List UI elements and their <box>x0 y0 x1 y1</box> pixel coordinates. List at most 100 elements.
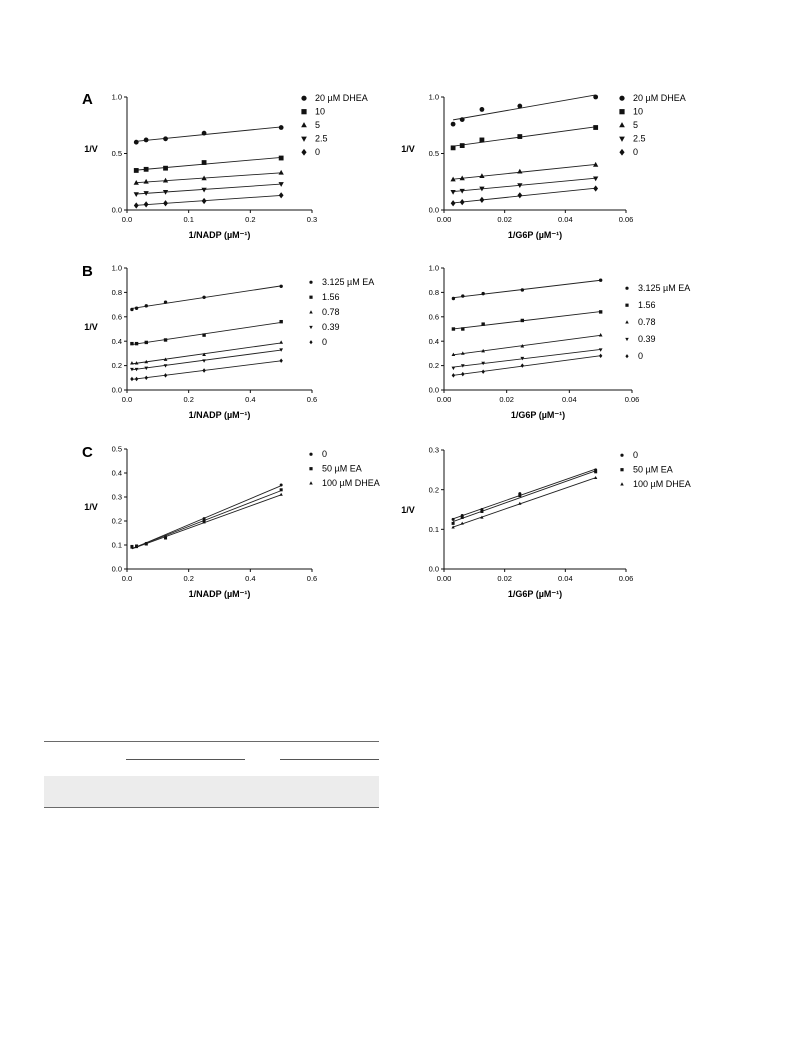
legend-marker <box>301 136 307 142</box>
data-point <box>134 367 139 372</box>
kinetics-figure: A B C 0.0 0.1 0.2 0.3 0.0 0.5 1.0 1/NADP (µM⁻¹) 1/V… <box>82 91 691 599</box>
data-point <box>598 310 603 314</box>
data-point <box>598 348 603 352</box>
series-fit-line <box>453 94 596 121</box>
y-tick-label: 1.0 <box>429 264 439 273</box>
legend-label: 0.78 <box>322 307 340 317</box>
data-point <box>481 291 485 296</box>
data-point <box>134 545 139 549</box>
data-point <box>143 137 149 143</box>
data-point <box>202 352 206 356</box>
legend-label: 2.5 <box>633 134 646 144</box>
legend-marker <box>301 148 307 156</box>
x-axis-label: 1/G6P (µM⁻¹) <box>508 230 562 240</box>
x-tick-label: 0.06 <box>625 395 640 404</box>
data-point <box>144 359 149 364</box>
data-point <box>279 340 284 344</box>
data-point <box>450 121 456 127</box>
legend-label: 50 µM EA <box>322 464 362 474</box>
data-point <box>130 361 134 365</box>
data-point <box>130 341 134 346</box>
x-tick-label: 0.0 <box>122 395 132 404</box>
x-axis-label: 1/NADP (µM⁻¹) <box>189 589 251 599</box>
panel-label: B <box>82 263 93 280</box>
table-header-row <box>44 741 379 777</box>
data-point <box>279 319 283 324</box>
y-tick-label: 0.5 <box>429 149 439 158</box>
legend-label: 0 <box>638 351 643 361</box>
data-point <box>202 333 206 337</box>
legend-label: 20 µM DHEA <box>633 93 686 103</box>
data-point <box>163 536 168 540</box>
legend-label: 0 <box>633 147 638 157</box>
x-tick-label: 0.06 <box>619 574 634 583</box>
data-point <box>593 161 599 167</box>
chart-panel: 0.0 0.2 0.4 0.6 0.0 0.2 0.4 0.6 0.8 1.0 1/NADP (µM… <box>84 264 374 420</box>
chart-panel: 0.0 0.2 0.4 0.6 0.0 0.1 0.2 0.3 0.4 0.5 1/NADP (µM… <box>84 445 379 599</box>
data-point <box>143 166 149 172</box>
y-tick-label: 0.2 <box>429 361 439 370</box>
legend-marker <box>619 109 625 115</box>
legend-label: 0 <box>322 449 327 459</box>
data-point <box>481 322 485 326</box>
data-point <box>459 198 465 206</box>
legend-marker <box>619 95 625 101</box>
data-point <box>279 483 283 487</box>
data-point <box>163 136 168 142</box>
legend-marker <box>625 303 629 307</box>
y-tick-label: 1.0 <box>112 264 122 273</box>
data-point <box>598 353 603 359</box>
y-tick-label: 0.4 <box>429 337 439 346</box>
data-point <box>460 351 465 355</box>
data-point <box>480 515 484 519</box>
data-point <box>278 125 284 130</box>
data-point <box>163 364 168 368</box>
data-point <box>143 201 149 208</box>
x-tick-label: 0.04 <box>558 215 573 224</box>
legend-marker <box>620 468 624 472</box>
legend-marker <box>309 340 313 345</box>
series-fit-line <box>136 156 282 171</box>
data-point <box>518 501 522 505</box>
data-point <box>517 192 523 199</box>
data-point <box>459 143 465 148</box>
legend-label: 0.78 <box>638 317 656 327</box>
x-tick-label: 0.00 <box>437 574 452 583</box>
data-point <box>460 521 464 525</box>
chart-panel: 0.00 0.02 0.04 0.06 0.0 0.5 1.0 1/G6P (µM⁻¹) 1/V… <box>401 93 685 240</box>
data-point <box>450 190 456 195</box>
data-point <box>279 348 284 352</box>
legend-label: 0 <box>633 450 638 460</box>
x-tick-label: 0.04 <box>558 574 573 583</box>
data-point <box>130 545 134 549</box>
table-group-rule <box>126 759 245 760</box>
x-tick-label: 0.4 <box>245 574 255 583</box>
data-point <box>451 327 456 331</box>
data-point <box>593 185 599 192</box>
data-point <box>461 294 465 298</box>
y-tick-label: 0.3 <box>112 493 122 502</box>
data-point <box>133 168 139 173</box>
legend-label: 5 <box>315 120 320 130</box>
data-point <box>479 186 485 192</box>
data-point <box>163 338 168 342</box>
data-point <box>450 200 456 207</box>
y-axis-label: 1/V <box>401 144 415 154</box>
data-point <box>479 107 485 112</box>
data-point <box>278 155 284 161</box>
data-point <box>201 197 207 205</box>
chart-panel: 0.00 0.02 0.04 0.06 0.0 0.2 0.4 0.6 0.8 1.0 1/G6P … <box>429 264 691 420</box>
data-point <box>144 542 148 546</box>
series-fit-line <box>131 342 282 365</box>
x-tick-label: 0.2 <box>245 215 255 224</box>
y-tick-label: 0.1 <box>429 525 439 534</box>
data-point <box>451 373 456 378</box>
x-tick-label: 0.02 <box>497 574 512 583</box>
data-point <box>517 103 523 109</box>
series-fit-line <box>136 183 282 195</box>
series-fit-line <box>136 194 282 206</box>
data-point <box>130 376 134 382</box>
x-axis-label: 1/G6P (µM⁻¹) <box>508 589 562 599</box>
y-tick-label: 0.4 <box>112 337 122 346</box>
series-fit-line <box>453 334 601 356</box>
